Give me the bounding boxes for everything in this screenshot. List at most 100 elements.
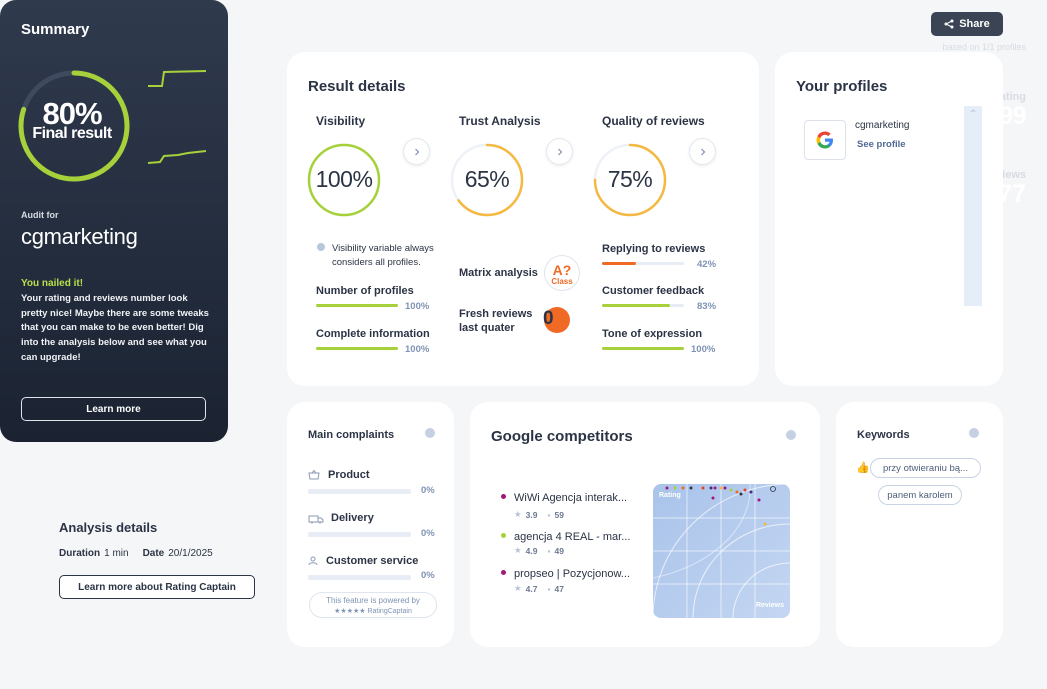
trust-arrow-button[interactable] <box>546 138 573 165</box>
metric-pct: 42% <box>697 259 717 270</box>
metric-bar <box>316 347 398 350</box>
visibility-value: 100% <box>315 166 373 192</box>
your-profiles-title: Your profiles <box>796 78 888 95</box>
complaint-bar <box>308 532 411 537</box>
google-profile-logo <box>804 120 846 160</box>
metric-bar <box>602 347 684 350</box>
share-label: Share <box>959 18 990 30</box>
profile-name: cgmarketing <box>855 120 910 131</box>
competitor-reviews: 59 <box>554 509 564 520</box>
trust-analysis-title: Trust Analysis <box>459 114 541 128</box>
info-icon[interactable] <box>969 428 979 438</box>
quality-gauge <box>593 143 667 217</box>
google-competitors-title: Google competitors <box>491 428 633 445</box>
competitor-meta: ★ 3.9 ▪ 59 <box>514 509 564 520</box>
chart-point <box>713 486 717 490</box>
metric-tone-label: Tone of expression <box>602 328 703 340</box>
metric-bar <box>602 304 684 307</box>
see-profile-link[interactable]: See profile <box>857 139 906 150</box>
quality-arrow-button[interactable] <box>689 138 716 165</box>
reviews-sparkline <box>148 150 207 164</box>
matrix-class-badge: A? Class <box>544 255 580 291</box>
matrix-badge-sub: Class <box>551 277 573 286</box>
date-label: Date <box>142 548 165 559</box>
matrix-analysis-label: Matrix analysis <box>459 267 538 279</box>
competitor-color-dot <box>501 533 506 538</box>
star-icon: ★ <box>514 545 522 555</box>
competitor-rating: 3.9 <box>525 509 538 520</box>
main-complaints-title: Main complaints <box>308 429 395 441</box>
chart-point <box>709 486 713 490</box>
thumbs-up-icon: 👍 <box>856 462 870 474</box>
visibility-arrow-button[interactable] <box>403 138 430 165</box>
metric-bar <box>316 304 398 307</box>
chart-point-self <box>770 486 776 492</box>
chevron-right-icon <box>557 148 562 155</box>
quality-value: 75% <box>607 166 653 192</box>
keyword-chip[interactable]: przy otwieraniu bą... <box>870 458 981 478</box>
info-icon[interactable] <box>425 428 435 438</box>
share-button[interactable]: Share <box>931 12 1003 36</box>
trust-gauge <box>450 143 524 217</box>
chart-point <box>681 486 685 490</box>
chart-point <box>665 486 669 490</box>
result-details-card: Result details Visibility 100% Visibilit… <box>287 52 759 386</box>
google-competitors-card: Google competitors WiWi Agencja interak.… <box>470 402 820 647</box>
duration-label: Duration <box>59 548 101 559</box>
competitor-meta: ★ 4.9 ▪ 49 <box>514 545 564 556</box>
duration-value: 1 min <box>104 548 129 559</box>
powered-by-text: This feature is powered by <box>326 596 420 605</box>
scroll-up-icon <box>970 109 976 113</box>
metric-pct: 100% <box>691 344 716 355</box>
info-icon[interactable] <box>786 430 796 440</box>
metric-pct: 83% <box>697 301 717 312</box>
audit-for-label: Audit for <box>21 210 59 220</box>
chart-point <box>729 488 733 492</box>
basket-icon <box>308 470 320 480</box>
result-details-title: Result details <box>308 78 406 95</box>
chart-y-label: Rating <box>659 492 681 499</box>
complaint-pct: 0% <box>421 570 435 581</box>
chart-point <box>743 488 747 492</box>
metric-bar <box>602 262 684 265</box>
visibility-gauge <box>307 143 381 217</box>
fresh-reviews-badge <box>544 307 570 333</box>
metric-replying-label: Replying to reviews <box>602 243 706 255</box>
chart-point <box>749 490 753 494</box>
learn-more-button[interactable]: Learn more <box>21 397 206 421</box>
chevron-right-icon <box>700 148 705 155</box>
powered-by-badge: This feature is powered by ★★★★★ RatingC… <box>309 592 437 618</box>
comment-icon: ▪ <box>547 545 551 556</box>
competitor-name[interactable]: WiWi Agencja interak... <box>514 492 628 504</box>
complaint-customer-service-label: Customer service <box>326 555 419 567</box>
truck-icon <box>308 515 324 524</box>
complaint-bar <box>308 489 411 494</box>
competitor-name[interactable]: propseo | Pozycjonow... <box>514 568 630 580</box>
chart-point <box>673 486 677 490</box>
main-complaints-card: Main complaints Product 0% Delivery 0% C… <box>287 402 454 647</box>
comment-icon: ▪ <box>547 509 551 520</box>
star-icon: ★ <box>514 509 522 519</box>
learn-more-rating-captain-button[interactable]: Learn more about Rating Captain <box>59 575 255 599</box>
keywords-title: Keywords <box>857 429 910 441</box>
keyword-chip[interactable]: panem karolem <box>878 485 962 505</box>
competitor-rating: 4.9 <box>525 545 538 556</box>
profiles-scrollbar[interactable] <box>964 106 982 306</box>
complaint-pct: 0% <box>421 528 435 539</box>
based-on-text: based on 1/1 profiles <box>942 42 1026 52</box>
complaint-bar <box>308 575 411 580</box>
chart-x-label: Reviews <box>755 602 784 609</box>
analysis-details-row: Duration 1 min Date 20/1/2025 <box>59 548 213 559</box>
chart-point <box>763 522 767 526</box>
powered-by-brand: ★★★★★ RatingCaptain <box>334 608 412 615</box>
star-icon: ★ <box>514 583 522 593</box>
competitor-name[interactable]: agencja 4 REAL - mar... <box>514 531 631 543</box>
nailed-title: You nailed it! <box>21 278 84 289</box>
final-result-percent: 80% <box>42 96 102 131</box>
comment-icon: ▪ <box>547 583 551 594</box>
person-icon <box>308 556 318 566</box>
google-icon <box>816 131 833 149</box>
competitor-reviews: 47 <box>554 583 564 594</box>
info-icon <box>317 243 325 251</box>
audit-name: cgmarketing <box>21 224 138 249</box>
